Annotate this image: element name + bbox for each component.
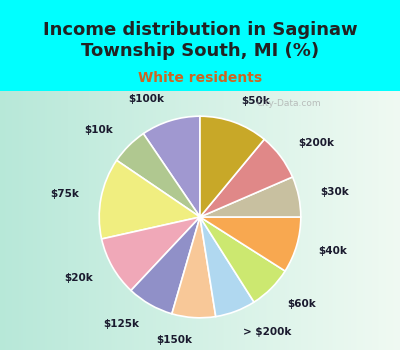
Wedge shape <box>102 217 200 290</box>
Text: $10k: $10k <box>84 125 113 135</box>
Text: $125k: $125k <box>103 319 139 329</box>
Wedge shape <box>200 116 264 217</box>
Text: $150k: $150k <box>156 335 192 345</box>
Text: Income distribution in Saginaw
Township South, MI (%): Income distribution in Saginaw Township … <box>43 21 357 60</box>
Wedge shape <box>200 217 285 302</box>
Text: White residents: White residents <box>138 71 262 85</box>
Text: $40k: $40k <box>318 246 347 256</box>
Text: $60k: $60k <box>287 299 316 309</box>
Text: > $200k: > $200k <box>244 327 292 337</box>
Text: City-Data.com: City-Data.com <box>256 99 321 107</box>
Wedge shape <box>131 217 200 314</box>
Text: $50k: $50k <box>242 96 270 106</box>
Wedge shape <box>200 177 301 217</box>
Wedge shape <box>200 217 254 316</box>
Text: $20k: $20k <box>64 273 93 283</box>
Text: $200k: $200k <box>298 138 334 148</box>
Wedge shape <box>200 217 301 271</box>
Wedge shape <box>143 116 200 217</box>
Text: $30k: $30k <box>320 187 349 197</box>
Text: $75k: $75k <box>50 189 79 199</box>
Text: $100k: $100k <box>128 94 164 104</box>
Wedge shape <box>117 134 200 217</box>
Wedge shape <box>172 217 216 318</box>
Wedge shape <box>99 160 200 239</box>
Wedge shape <box>200 139 292 217</box>
